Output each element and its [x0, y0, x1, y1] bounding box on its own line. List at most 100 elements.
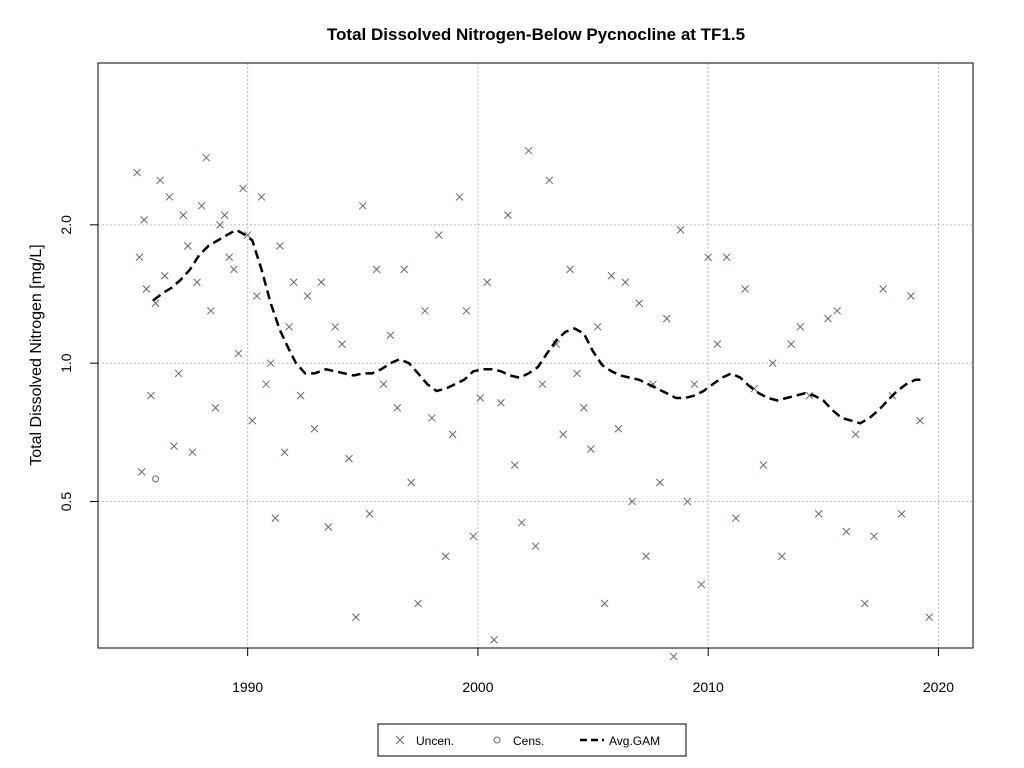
- uncen-point: [239, 184, 247, 193]
- uncen-point: [614, 424, 623, 433]
- uncen-point: [768, 359, 777, 368]
- uncen-point: [310, 424, 319, 433]
- uncen-point: [531, 542, 540, 550]
- uncen-point: [352, 613, 360, 622]
- uncen-point: [276, 242, 284, 250]
- uncen-point: [358, 201, 367, 210]
- uncen-point: [879, 285, 888, 293]
- uncen-point: [421, 306, 429, 315]
- uncen-point: [455, 193, 464, 201]
- uncen-point: [851, 430, 860, 439]
- uncen-point: [897, 510, 906, 518]
- uncen-point: [580, 403, 588, 412]
- legend-box: [377, 723, 687, 757]
- uncen-point: [600, 599, 609, 608]
- uncen-point: [183, 242, 192, 250]
- chart-title: Total Dissolved Nitrogen-Below Pycnoclin…: [327, 25, 745, 44]
- uncen-point: [545, 176, 554, 185]
- uncen-point: [586, 445, 595, 454]
- uncen-point: [559, 430, 567, 439]
- y-tick-label: 0.5: [58, 492, 74, 512]
- uncen-point: [778, 552, 786, 561]
- uncen-point: [483, 278, 491, 287]
- uncen-point: [628, 497, 637, 506]
- uncen-point: [925, 613, 934, 622]
- uncen-point: [833, 306, 841, 315]
- uncen-point: [140, 216, 148, 224]
- x-tick-label: 2020: [923, 679, 954, 695]
- uncen-point: [289, 278, 298, 287]
- uncen-point: [448, 430, 457, 439]
- uncen-point: [713, 340, 722, 349]
- y-axis: 0.5 1.0 2.0: [58, 215, 98, 511]
- uncen-point: [193, 278, 201, 287]
- uncen-point: [469, 532, 478, 541]
- uncen-point: [156, 176, 165, 185]
- uncen-point: [393, 403, 402, 412]
- uncen-point: [621, 278, 630, 287]
- uncen-point: [906, 292, 915, 300]
- uncen-point: [137, 468, 146, 476]
- uncen-point: [142, 285, 151, 293]
- y-axis-label: Total Dissolved Nitrogen [mg/L]: [28, 244, 45, 465]
- gam-line: [152, 228, 925, 425]
- uncen-point: [296, 391, 305, 400]
- uncen-point: [787, 340, 795, 349]
- uncen-point: [860, 599, 869, 608]
- uncen-point: [372, 265, 381, 274]
- uncen-point: [697, 580, 706, 589]
- uncen-point: [211, 403, 220, 412]
- uncen-point: [135, 253, 144, 262]
- uncen-point: [669, 652, 678, 661]
- uncen-point: [524, 146, 533, 155]
- uncen-point: [722, 253, 731, 262]
- uncen-point: [704, 253, 713, 262]
- uncen-point: [271, 514, 280, 523]
- uncen-point: [170, 442, 178, 450]
- plot-frame: [97, 62, 974, 649]
- uncen-point: [642, 552, 650, 561]
- grid-lines: [98, 63, 973, 648]
- uncen-point: [206, 306, 215, 315]
- uncen-point: [285, 322, 293, 331]
- uncen-point: [635, 299, 643, 308]
- uncen-point: [338, 340, 346, 349]
- x-tick-label: 2010: [693, 679, 724, 695]
- uncen-point: [216, 220, 224, 229]
- uncen-point: [462, 306, 471, 315]
- uncen-point: [133, 168, 141, 177]
- uncen-point: [262, 380, 270, 389]
- uncen-point: [676, 226, 685, 234]
- uncen-point: [497, 398, 505, 407]
- uncen-point: [225, 253, 234, 262]
- uncen-point: [414, 599, 422, 608]
- cens-point: [152, 475, 160, 483]
- y-tick-label: 2.0: [58, 215, 74, 235]
- uncen-point: [842, 527, 851, 536]
- uncen-point: [303, 292, 312, 300]
- uncen-point: [230, 265, 238, 274]
- uncen-point: [517, 518, 526, 527]
- uncen-point: [662, 314, 671, 323]
- uncen-point: [731, 514, 740, 523]
- uncen-point: [538, 380, 547, 389]
- uncen-point: [683, 497, 692, 506]
- uncen-point: [253, 292, 261, 300]
- uncen-point: [386, 331, 395, 340]
- uncen-point: [165, 193, 174, 201]
- uncen-point: [280, 448, 289, 457]
- x-axis: 1990 2000 2010 2020: [232, 648, 954, 695]
- legend-cross-icon: [395, 735, 405, 745]
- uncen-point: [593, 322, 602, 331]
- uncen-point: [266, 359, 275, 368]
- uncen-point: [759, 461, 768, 469]
- uncen-point: [434, 231, 443, 239]
- uncen-point: [160, 271, 169, 280]
- uncen-point: [324, 523, 333, 531]
- uncen-point: [504, 211, 512, 219]
- x-tick-label: 1990: [232, 679, 263, 695]
- data-points: [133, 146, 934, 661]
- uncen-point: [796, 322, 805, 331]
- uncen-point: [741, 285, 749, 293]
- uncen-point: [870, 532, 878, 541]
